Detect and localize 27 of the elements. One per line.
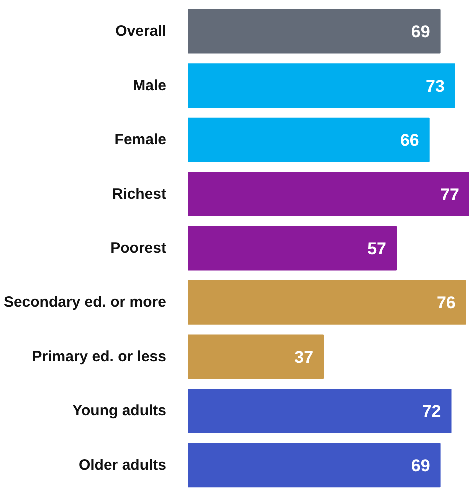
bar [188, 9, 441, 54]
y-tick-label: Young adults [72, 402, 167, 420]
y-tick-label: Secondary ed. or more [4, 294, 167, 312]
y-tick-label: Female [114, 132, 167, 149]
data-label: 76 [436, 294, 456, 313]
data-label: 72 [422, 402, 442, 422]
bar [188, 388, 452, 434]
bar [188, 226, 398, 271]
y-tick-label: Primary ed. or less [32, 348, 167, 366]
y-tick-label: Overall [116, 23, 167, 40]
data-label: 66 [400, 131, 420, 150]
y-tick-label: Poorest [110, 240, 167, 257]
y-tick-label: Richest [112, 186, 167, 203]
data-label: 69 [411, 456, 430, 476]
bar [188, 64, 456, 108]
bar [188, 172, 469, 216]
bar [188, 280, 466, 325]
data-label: 77 [440, 185, 460, 204]
data-label: 57 [368, 240, 387, 258]
data-label: 69 [411, 22, 430, 42]
bar [188, 443, 441, 488]
y-tick-label: Older adults [78, 456, 167, 474]
bar [188, 334, 324, 380]
data-label: 73 [426, 76, 445, 96]
bar [188, 118, 430, 162]
data-label: 37 [294, 348, 314, 367]
y-tick-label: Male [133, 77, 167, 94]
